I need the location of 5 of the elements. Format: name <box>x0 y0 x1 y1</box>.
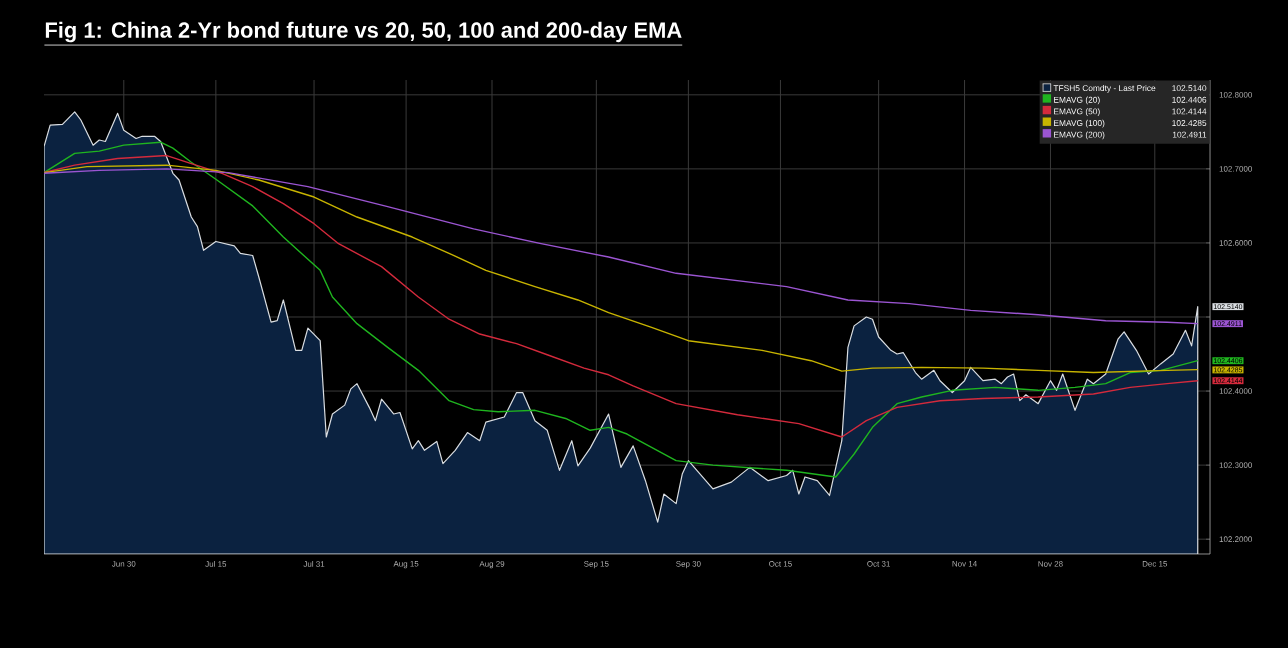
line-series <box>44 154 1199 438</box>
line-series <box>44 168 1199 325</box>
line-series <box>44 164 1199 374</box>
chart-title: Fig 1: China 2-Yr bond future vs 20, 50, 100 and 200-day EMA <box>45 21 682 43</box>
line-series <box>44 141 1199 478</box>
